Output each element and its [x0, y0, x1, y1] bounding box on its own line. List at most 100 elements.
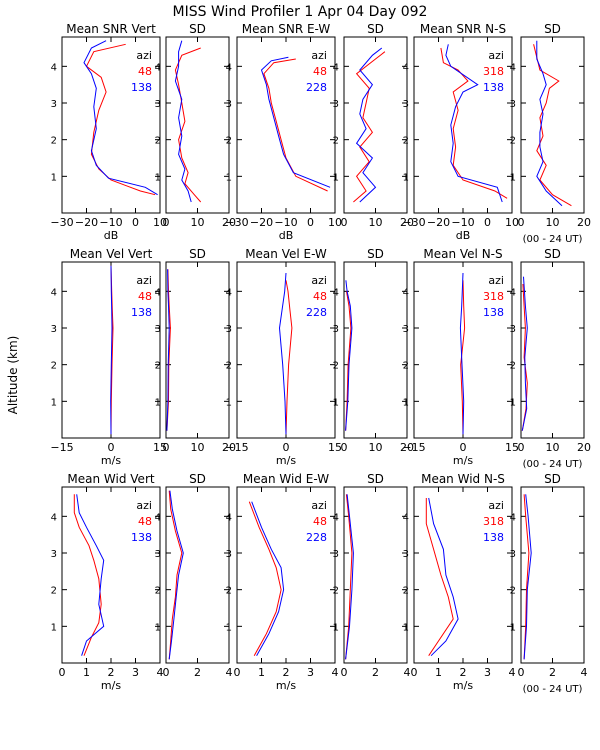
- sd-x-tick-label: 0: [518, 216, 525, 229]
- mean-series-blue: [278, 272, 287, 435]
- sd-x-tick-label: 0: [341, 216, 348, 229]
- mean-axes-frame: [61, 486, 161, 664]
- sd-y-tick-label: 3: [155, 549, 161, 560]
- sd-series-red: [166, 269, 171, 431]
- sd-x-tick-label: 2: [194, 666, 201, 679]
- mean-axes-frame: [236, 261, 336, 439]
- sd-x-tick-label: 20: [577, 216, 591, 229]
- mean-x-tick-label: −30: [225, 216, 248, 229]
- legend-blue-azimuth: 228: [306, 306, 327, 319]
- sd-y-tick-label: 4: [333, 287, 339, 298]
- sd-panel-title: SD: [189, 22, 206, 36]
- sd-series-blue: [168, 490, 184, 660]
- sd-panel-title: SD: [189, 472, 206, 486]
- sd-y-tick-label: 1: [333, 622, 339, 633]
- legend-head: azi: [488, 499, 504, 512]
- sd-series-red: [353, 51, 386, 203]
- sd-x-tick-label: 10: [369, 441, 383, 454]
- legend-red-azimuth: 318: [483, 65, 504, 78]
- mean-x-unit: m/s: [101, 454, 121, 467]
- mean-x-tick-label: 0: [484, 216, 491, 229]
- legend-blue-azimuth: 138: [131, 81, 152, 94]
- sd-axes-frame: [165, 261, 230, 439]
- sd-y-tick-label: 4: [155, 512, 161, 523]
- mean-x-tick-label: −15: [402, 441, 425, 454]
- mean-x-tick-label: 2: [460, 666, 467, 679]
- mean-x-tick-label: 0: [307, 216, 314, 229]
- legend-blue-azimuth: 228: [306, 531, 327, 544]
- sd-panel-title: SD: [544, 472, 561, 486]
- mean-x-unit: m/s: [453, 679, 473, 692]
- sd-y-tick-label: 4: [333, 62, 339, 73]
- mean-x-tick-label: 0: [234, 666, 241, 679]
- mean-y-tick-label: 3: [403, 324, 409, 335]
- sd-axes-frame: [165, 486, 230, 664]
- mean-y-tick-label: 2: [403, 586, 409, 597]
- legend-blue-azimuth: 138: [131, 531, 152, 544]
- mean-x-tick-label: −30: [402, 216, 425, 229]
- sd-panel-title: SD: [367, 22, 384, 36]
- sd-y-tick-label: 1: [333, 172, 339, 183]
- panel-wid-0: 0 1 2 3 4 1 2 3 4 Mean Wid Vert m/s azi 48 138 0 2 4 1 2 3 4…: [51, 472, 233, 692]
- sd-time-note: (00 - 24 UT): [523, 684, 583, 695]
- mean-y-tick-label: 1: [51, 172, 57, 183]
- sd-y-tick-label: 3: [155, 99, 161, 110]
- mean-series-red: [73, 494, 102, 656]
- sd-y-tick-label: 4: [510, 287, 516, 298]
- mean-y-tick-label: 1: [403, 172, 409, 183]
- sd-series-red: [174, 47, 202, 203]
- mean-x-tick-label: −20: [427, 216, 450, 229]
- mean-axes-frame: [413, 36, 513, 214]
- sd-x-tick-label: 20: [222, 441, 236, 454]
- mean-panel-title: Mean SNR Vert: [66, 22, 156, 36]
- sd-x-tick-label: 0: [163, 666, 170, 679]
- mean-y-tick-label: 3: [403, 549, 409, 560]
- mean-y-tick-label: 2: [403, 136, 409, 147]
- mean-x-tick-label: −10: [451, 216, 474, 229]
- mean-y-tick-label: 4: [51, 62, 57, 73]
- sd-x-tick-label: 20: [222, 216, 236, 229]
- sd-y-tick-label: 2: [333, 136, 339, 147]
- mean-x-tick-label: 3: [484, 666, 491, 679]
- mean-x-unit: m/s: [101, 679, 121, 692]
- mean-x-tick-label: 4: [157, 666, 164, 679]
- mean-x-tick-label: −15: [50, 441, 73, 454]
- mean-series-blue: [76, 494, 105, 656]
- mean-series-blue: [110, 265, 113, 435]
- mean-y-tick-label: 4: [226, 512, 232, 523]
- legend-blue-azimuth: 138: [483, 531, 504, 544]
- sd-x-tick-label: 10: [546, 441, 560, 454]
- sd-series-red: [345, 291, 352, 431]
- sd-x-tick-label: 0: [518, 441, 525, 454]
- sd-y-tick-label: 3: [155, 324, 161, 335]
- mean-series-blue: [445, 44, 503, 203]
- sd-y-tick-label: 1: [510, 172, 516, 183]
- mean-y-tick-label: 2: [226, 136, 232, 147]
- mean-panel-title: Mean Vel N-S: [423, 247, 502, 261]
- mean-y-tick-label: 4: [226, 287, 232, 298]
- mean-y-tick-label: 2: [403, 361, 409, 372]
- mean-y-tick-label: 1: [403, 622, 409, 633]
- mean-y-tick-label: 2: [51, 361, 57, 372]
- mean-x-tick-label: 4: [509, 666, 516, 679]
- sd-x-tick-label: 4: [404, 666, 411, 679]
- sd-x-tick-label: 4: [581, 666, 588, 679]
- legend-blue-azimuth: 138: [483, 81, 504, 94]
- sd-y-tick-label: 2: [510, 586, 516, 597]
- mean-series-red: [440, 47, 508, 199]
- mean-x-tick-label: 0: [460, 441, 467, 454]
- sd-x-tick-label: 20: [400, 216, 414, 229]
- mean-panel-title: Mean Wid Vert: [67, 472, 154, 486]
- mean-y-tick-label: 4: [51, 287, 57, 298]
- mean-y-tick-label: 4: [226, 62, 232, 73]
- mean-y-tick-label: 4: [51, 512, 57, 523]
- mean-x-tick-label: −10: [274, 216, 297, 229]
- mean-series-blue: [251, 501, 285, 656]
- mean-series-red: [263, 58, 328, 192]
- legend-head: azi: [488, 274, 504, 287]
- legend-red-azimuth: 48: [313, 515, 327, 528]
